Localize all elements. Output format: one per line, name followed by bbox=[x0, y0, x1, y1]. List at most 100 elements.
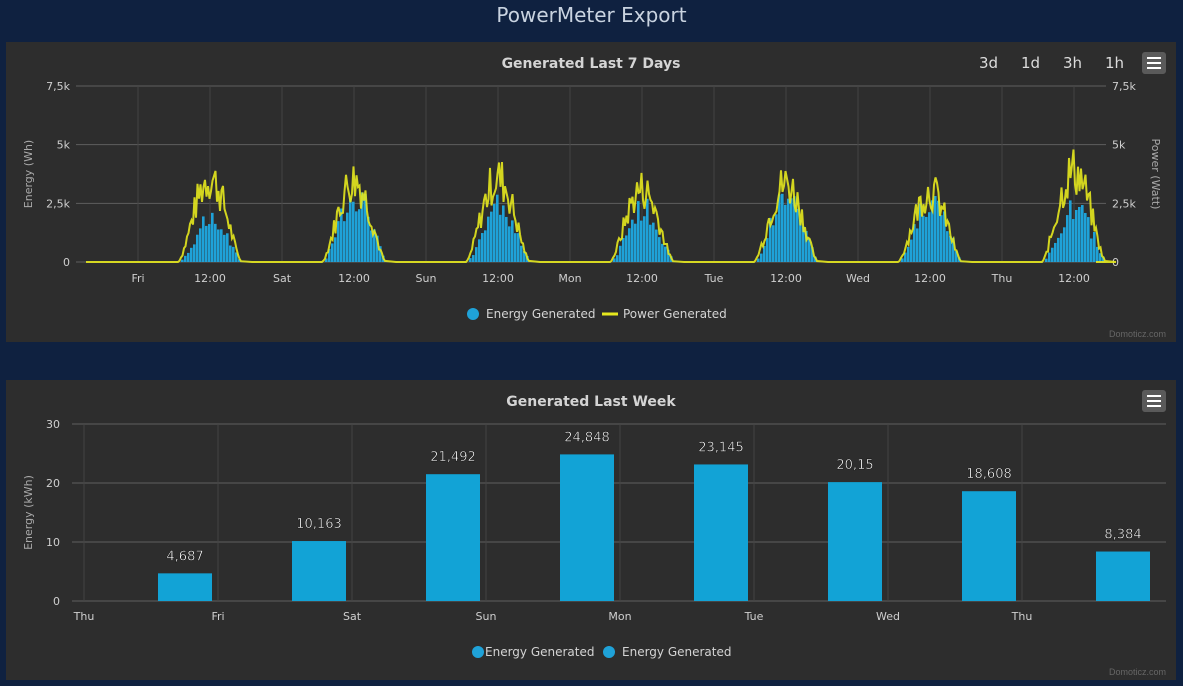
y-tick-label: 10 bbox=[46, 536, 60, 549]
energy-mark bbox=[352, 201, 355, 262]
energy-mark bbox=[346, 212, 349, 262]
data-label: 21,492 bbox=[430, 450, 476, 465]
energy-mark bbox=[220, 229, 223, 262]
chart-title: Generated Last Week bbox=[506, 394, 676, 410]
y-axis-title: Energy (Wh) bbox=[22, 140, 35, 208]
range-button-3h[interactable]: 3h bbox=[1063, 54, 1083, 72]
energy-mark bbox=[349, 197, 352, 262]
energy-mark bbox=[505, 216, 508, 262]
energy-mark bbox=[661, 243, 664, 262]
energy-mark bbox=[496, 194, 499, 262]
energy-mark bbox=[808, 238, 811, 262]
energy-mark bbox=[652, 222, 655, 262]
energy-mark bbox=[223, 234, 226, 262]
y-tick-label: 20 bbox=[46, 477, 60, 490]
energy-mark bbox=[364, 193, 367, 262]
x-tick-label: Sat bbox=[273, 272, 292, 285]
energy-mark bbox=[757, 258, 760, 262]
energy-mark bbox=[643, 216, 646, 262]
chart-title: Generated Last 7 Days bbox=[501, 56, 681, 72]
bar bbox=[560, 454, 614, 601]
y-tick-label: 0 bbox=[53, 595, 60, 608]
energy-mark bbox=[475, 247, 478, 262]
energy-mark bbox=[331, 243, 334, 262]
energy-mark bbox=[337, 221, 340, 262]
energy-mark bbox=[616, 255, 619, 262]
energy-mark bbox=[634, 223, 637, 262]
credit-link[interactable]: Domoticz.com bbox=[1108, 329, 1166, 339]
y-tick-label: 2,5k bbox=[46, 197, 70, 210]
energy-mark bbox=[379, 246, 382, 262]
energy-mark bbox=[937, 200, 940, 262]
x-tick-label: Sun bbox=[416, 272, 437, 285]
menu-icon bbox=[1147, 395, 1161, 397]
energy-mark bbox=[367, 216, 370, 262]
energy-mark bbox=[928, 212, 931, 262]
x-tick-label: 12:00 bbox=[482, 272, 514, 285]
energy-mark bbox=[784, 204, 787, 262]
y2-tick-label: 5k bbox=[1112, 139, 1126, 152]
y-tick-label: 7,5k bbox=[46, 80, 70, 93]
energy-mark bbox=[655, 229, 658, 262]
energy-mark bbox=[358, 209, 361, 262]
energy-mark bbox=[787, 198, 790, 262]
energy-mark bbox=[1060, 233, 1063, 262]
x-tick-label: 12:00 bbox=[770, 272, 802, 285]
energy-mark bbox=[625, 235, 628, 262]
menu-icon bbox=[1147, 57, 1161, 59]
energy-mark bbox=[1078, 206, 1081, 262]
x-tick-label: Fri bbox=[131, 272, 144, 285]
energy-mark bbox=[775, 214, 778, 262]
x-tick-label: 12:00 bbox=[626, 272, 658, 285]
energy-mark bbox=[238, 259, 241, 262]
bar bbox=[292, 541, 346, 601]
energy-mark bbox=[1057, 237, 1060, 262]
energy-mark bbox=[940, 215, 943, 262]
energy-mark bbox=[196, 234, 199, 262]
menu-icon bbox=[1147, 67, 1161, 69]
x-tick-label: Thu bbox=[73, 610, 95, 623]
chart-menu-button[interactable] bbox=[1142, 390, 1166, 412]
energy-mark bbox=[205, 225, 208, 262]
range-button-3d[interactable]: 3d bbox=[979, 54, 999, 72]
energy-mark bbox=[907, 246, 910, 262]
energy-mark bbox=[340, 208, 343, 262]
credit-link[interactable]: Domoticz.com bbox=[1108, 667, 1166, 677]
energy-mark bbox=[1045, 258, 1048, 262]
bar bbox=[694, 464, 748, 601]
energy-mark bbox=[763, 245, 766, 262]
legend-marker bbox=[467, 308, 479, 320]
range-button-1d[interactable]: 1d bbox=[1021, 54, 1041, 72]
energy-mark bbox=[187, 252, 190, 262]
energy-mark bbox=[613, 258, 616, 262]
bar bbox=[426, 474, 480, 601]
legend-label: Power Generated bbox=[623, 307, 727, 321]
energy-mark bbox=[208, 224, 211, 262]
energy-mark bbox=[1096, 246, 1099, 262]
energy-mark bbox=[190, 247, 193, 262]
data-label: 10,163 bbox=[296, 517, 342, 532]
energy-mark bbox=[514, 233, 517, 262]
energy-mark bbox=[487, 216, 490, 262]
energy-mark bbox=[793, 196, 796, 262]
data-label: 8,384 bbox=[1104, 528, 1141, 543]
data-label: 23,145 bbox=[698, 440, 744, 455]
y-tick-label: 0 bbox=[63, 256, 70, 269]
energy-mark bbox=[1087, 217, 1090, 262]
power-line bbox=[86, 149, 1117, 263]
energy-mark bbox=[667, 249, 670, 262]
energy-mark bbox=[1090, 238, 1093, 262]
y-tick-label: 5k bbox=[57, 139, 71, 152]
range-button-1h[interactable]: 1h bbox=[1105, 54, 1125, 72]
energy-mark bbox=[199, 228, 202, 262]
x-tick-label: 12:00 bbox=[194, 272, 226, 285]
x-tick-label: Fri bbox=[211, 610, 224, 623]
chart-menu-button[interactable] bbox=[1142, 52, 1166, 74]
energy-mark bbox=[1054, 242, 1057, 262]
energy-mark bbox=[934, 196, 937, 262]
energy-mark bbox=[511, 220, 514, 262]
energy-mark bbox=[955, 251, 958, 262]
energy-mark bbox=[478, 239, 481, 262]
energy-mark bbox=[472, 255, 475, 262]
